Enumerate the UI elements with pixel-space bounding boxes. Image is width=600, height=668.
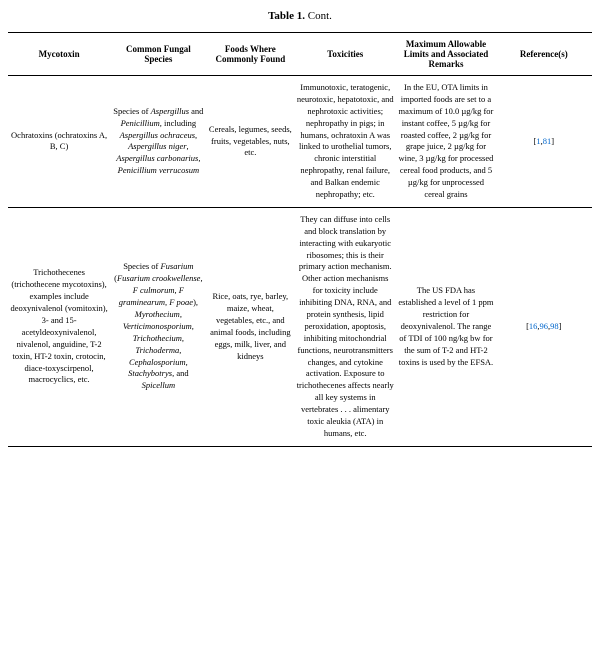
cell-limits: In the EU, OTA limits in imported foods … <box>396 76 495 208</box>
cell-mycotoxin: Trichothecenes (trichothecene mycotoxins… <box>8 207 110 446</box>
ref-link[interactable]: 96 <box>540 321 549 331</box>
table-row: Trichothecenes (trichothecene mycotoxins… <box>8 207 592 446</box>
cell-limits: The US FDA has established a level of 1 … <box>396 207 495 446</box>
cell-references: [16,96,98] <box>496 207 592 446</box>
table-row: Ochratoxins (ochratoxins A, B, C) Specie… <box>8 76 592 208</box>
cell-toxicities: They can diffuse into cells and block tr… <box>294 207 396 446</box>
cell-foods: Rice, oats, rye, barley, maize, wheat, v… <box>207 207 295 446</box>
cell-species: Species of Aspergillus and Penicillium, … <box>110 76 206 208</box>
cell-toxicities: Immunotoxic, teratogenic, neurotoxic, he… <box>294 76 396 208</box>
header-foods: Foods Where Commonly Found <box>207 33 295 76</box>
header-toxicities: Toxicities <box>294 33 396 76</box>
mycotoxin-table: Mycotoxin Common Fungal Species Foods Wh… <box>8 32 592 447</box>
header-mycotoxin: Mycotoxin <box>8 33 110 76</box>
cell-mycotoxin: Ochratoxins (ochratoxins A, B, C) <box>8 76 110 208</box>
cell-references: [1,81] <box>496 76 592 208</box>
header-limits: Maximum Allowable Limits and Associated … <box>396 33 495 76</box>
caption-bold: Table 1. <box>268 10 305 22</box>
cell-foods: Cereals, legumes, seeds, fruits, vegetab… <box>207 76 295 208</box>
table-caption: Table 1. Cont. <box>8 10 592 22</box>
ref-link[interactable]: 81 <box>543 136 552 146</box>
header-species: Common Fungal Species <box>110 33 206 76</box>
ref-link[interactable]: 98 <box>550 321 559 331</box>
cell-species: Species of Fusarium (Fusarium crookwelle… <box>110 207 206 446</box>
header-references: Reference(s) <box>496 33 592 76</box>
header-row: Mycotoxin Common Fungal Species Foods Wh… <box>8 33 592 76</box>
caption-rest: Cont. <box>305 10 332 22</box>
